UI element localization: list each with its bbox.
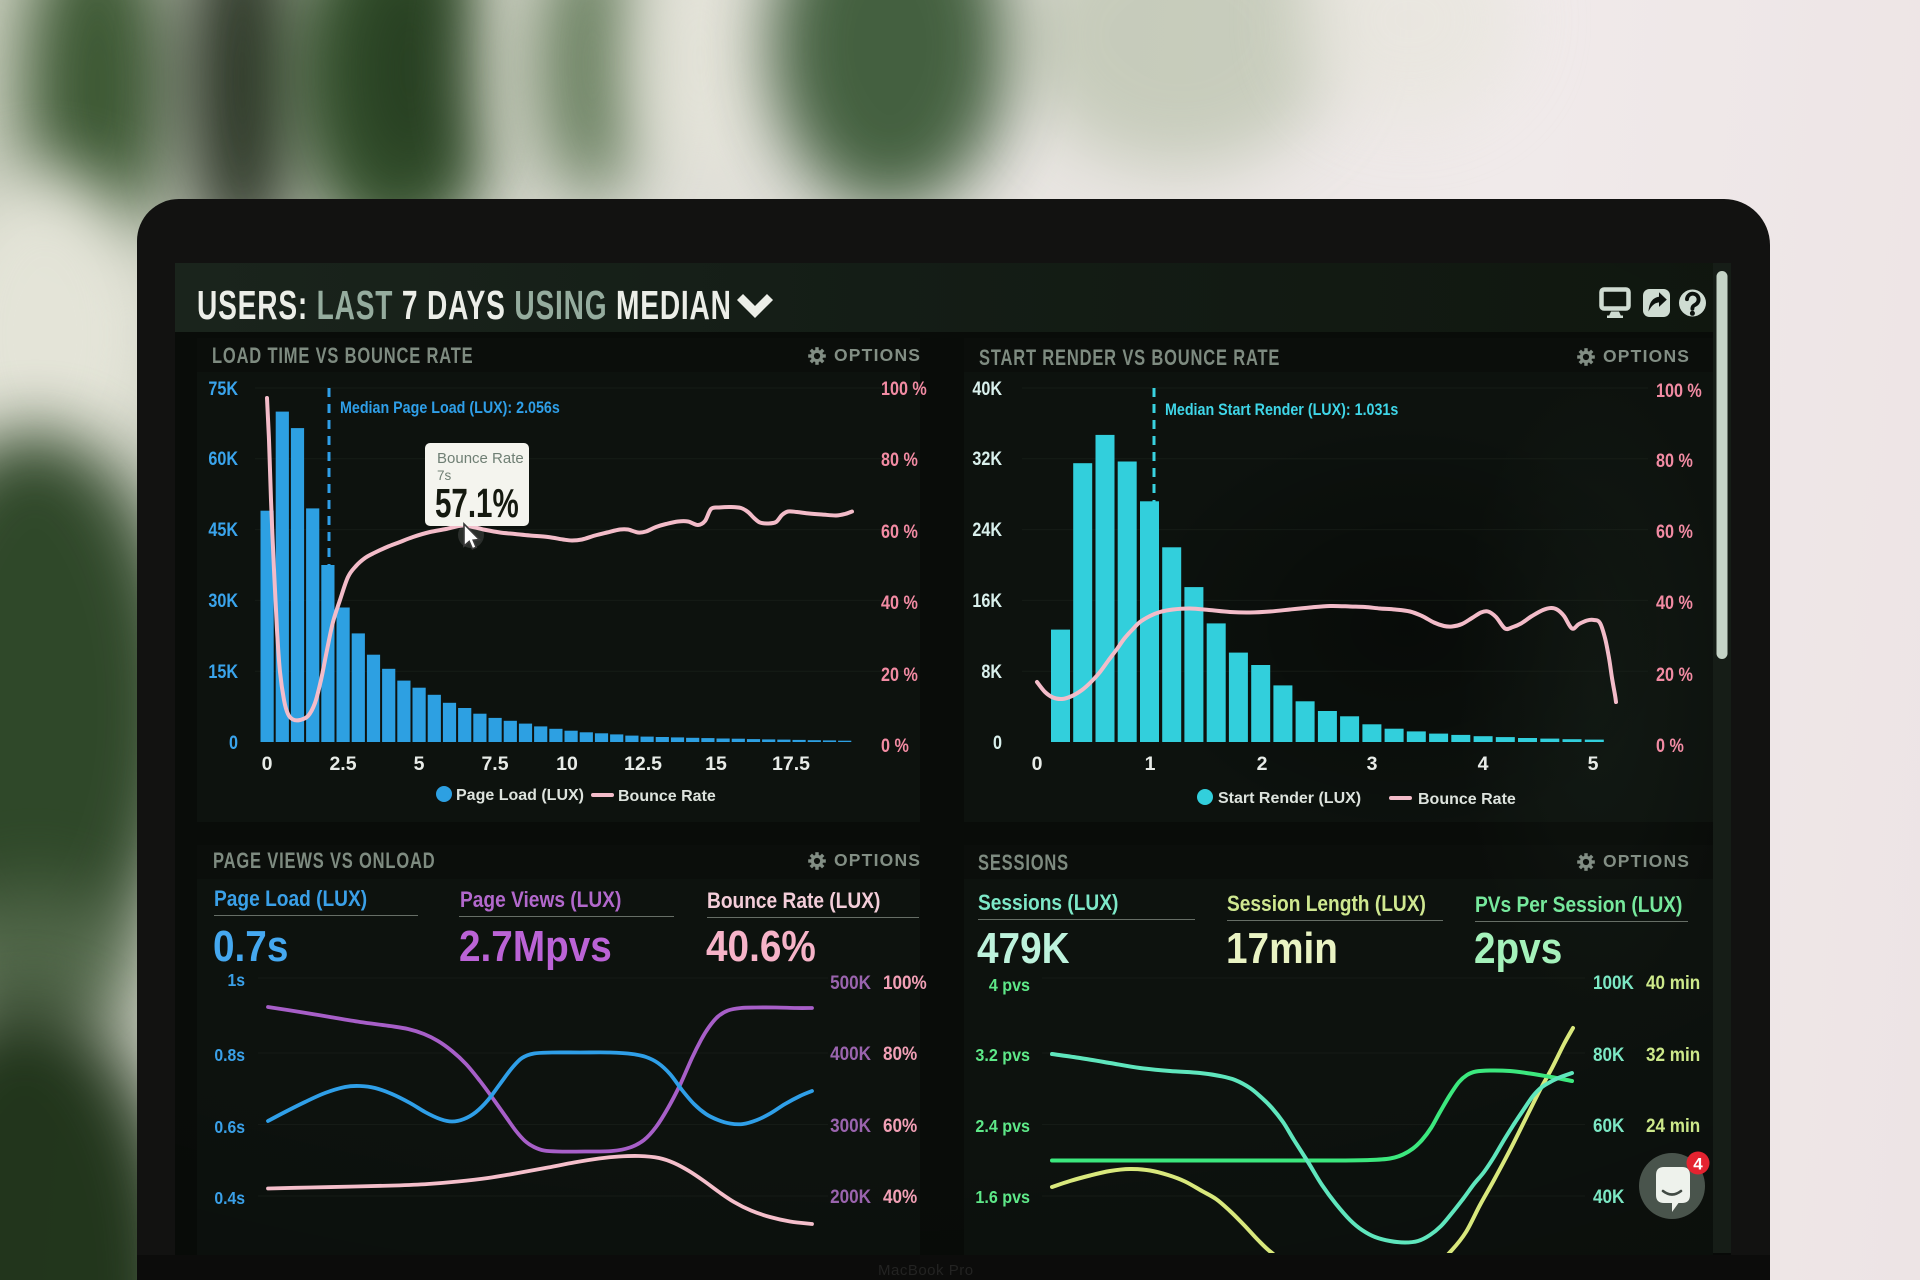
svg-text:4: 4 bbox=[1693, 1155, 1703, 1174]
